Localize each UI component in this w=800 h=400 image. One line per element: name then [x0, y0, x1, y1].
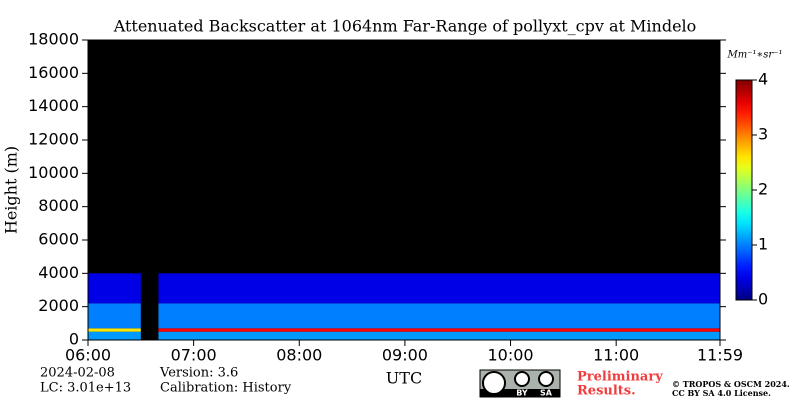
y-tick-label: 16000: [28, 63, 79, 82]
copyright-1: © TROPOS & OSCM 2024.: [672, 379, 790, 389]
chart-title: Attenuated Backscatter at 1064nm Far-Ran…: [113, 17, 697, 36]
y-tick-label: 14000: [28, 96, 79, 115]
copyright-2: CC BY SA 4.0 License.: [672, 388, 771, 398]
heat-cell: [88, 331, 141, 340]
y-tick-label: 4000: [38, 263, 79, 282]
badge-sa: SA: [540, 389, 553, 398]
x-tick-label: 11:59: [697, 346, 743, 365]
y-tick-label: 18000: [28, 30, 79, 49]
x-tick-label: 08:00: [276, 346, 322, 365]
heat-cell: [88, 303, 141, 329]
footer-date: 2024-02-08: [40, 366, 115, 381]
heat-cell: [88, 328, 141, 332]
plot-frame: [87, 39, 721, 341]
colorbar-unit: Mm⁻¹∗sr⁻¹: [726, 50, 782, 61]
badge-by-icon: [514, 371, 530, 387]
footer-lc: LC: 3.01e+13: [40, 381, 131, 396]
badge-cc: [482, 371, 506, 395]
x-tick-label: 10:00: [487, 346, 533, 365]
colorbar-tick-label: 2: [758, 180, 768, 199]
badge-sa-icon: [538, 371, 554, 387]
y-tick-label: 10000: [28, 163, 79, 182]
colorbar-tick-label: 0: [758, 290, 768, 309]
badge-strip: [480, 389, 560, 397]
footer-calibration: Calibration: History: [160, 381, 292, 396]
badge-by: BY: [516, 389, 528, 398]
x-tick-label: 07:00: [171, 346, 217, 365]
y-axis-label: Height (m): [2, 146, 21, 234]
heat-cell: [158, 273, 720, 304]
heat-cell: [88, 273, 141, 304]
heat-cell: [158, 331, 720, 340]
preliminary-2: Results.: [577, 384, 636, 399]
colorbar: [735, 79, 753, 301]
y-tick-label: 8000: [38, 196, 79, 215]
y-tick-label: 6000: [38, 230, 79, 249]
heat-cell: [158, 328, 720, 332]
y-tick-label: 0: [69, 330, 79, 349]
y-tick-label: 12000: [28, 130, 79, 149]
cc-badge: BY SA: [479, 369, 561, 398]
x-tick-label: 09:00: [382, 346, 428, 365]
x-tick-label: 06:00: [65, 346, 111, 365]
colorbar-tick-label: 3: [758, 125, 768, 144]
heat-cell: [158, 303, 720, 329]
colorbar-tick-label: 4: [758, 70, 768, 89]
x-axis-label: UTC: [386, 369, 422, 388]
preliminary-1: Preliminary: [577, 370, 663, 385]
y-tick-label: 2000: [38, 296, 79, 315]
x-tick-label: 11:00: [593, 346, 639, 365]
colorbar-tick-label: 1: [758, 235, 768, 254]
footer-version: Version: 3.6: [159, 366, 238, 381]
